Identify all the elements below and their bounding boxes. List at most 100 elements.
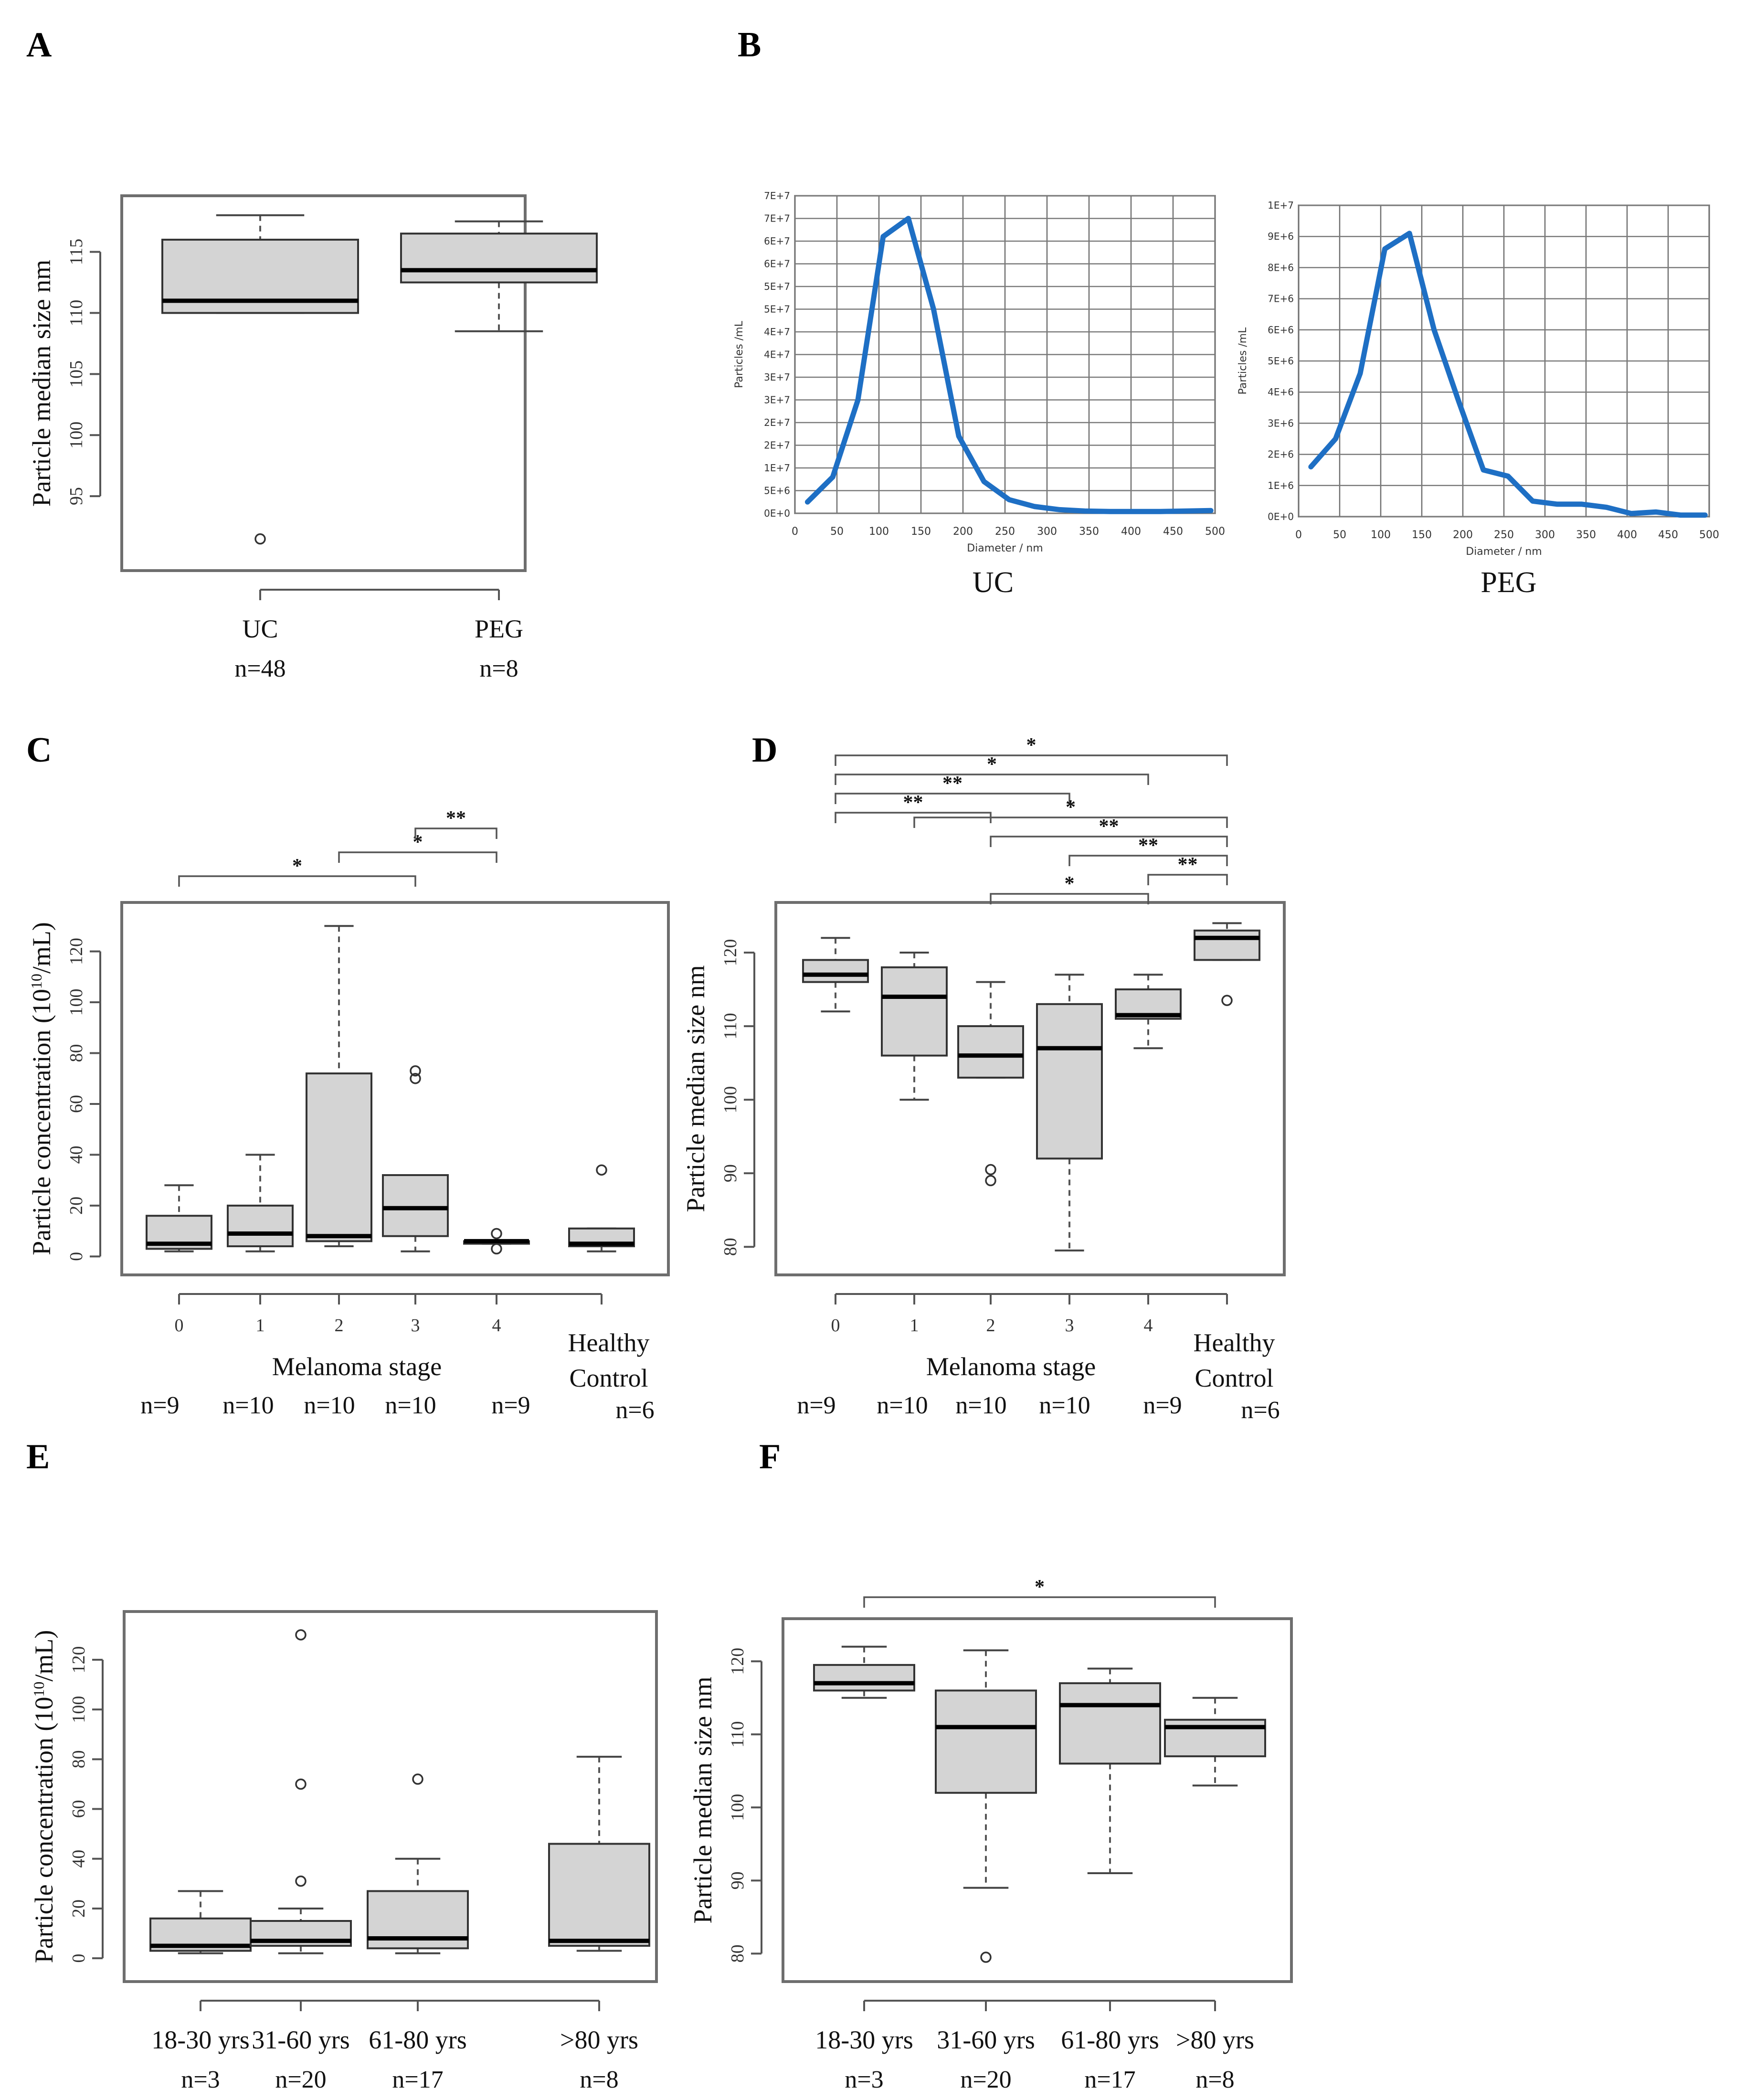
y-tick-label: 120: [66, 938, 86, 965]
significance-star: **: [1138, 835, 1158, 857]
x-tick-label: 300: [1037, 526, 1057, 538]
significance-bracket: *: [338, 831, 497, 863]
n-label: n=48: [234, 655, 286, 682]
bracket-line: [178, 875, 416, 887]
box-iqr: [548, 1843, 650, 1947]
significance-bracket: *: [178, 855, 416, 887]
significance-bracket: **: [414, 807, 497, 839]
box-2: [1059, 1667, 1161, 1875]
outlier-point: [295, 1875, 307, 1887]
y-tick-label: 100: [69, 1696, 89, 1723]
x-tick-label: Healthy Control: [1194, 1328, 1275, 1392]
x-tick-label: 350: [1079, 526, 1099, 538]
box-iqr: [1036, 1003, 1103, 1160]
y-axis-title-exponent: 10: [30, 1682, 47, 1697]
x-tick-label: 350: [1576, 529, 1596, 541]
outlier-point: [295, 1629, 307, 1641]
box-0: [161, 214, 359, 545]
significance-star: **: [903, 792, 923, 814]
x-tick-label: >80 yrs: [1176, 2026, 1254, 2054]
box-1: [881, 952, 948, 1101]
bracket-line: [835, 754, 1228, 766]
box-2: [306, 925, 372, 1248]
y-axis-title: Particle concentration (1010/mL): [27, 922, 56, 1255]
y-tick-label: 100: [728, 1794, 748, 1821]
n-label: n=10: [385, 1392, 436, 1419]
outlier-point: [295, 1778, 307, 1790]
significance-star: *: [292, 855, 302, 877]
significance-star: *: [1035, 1576, 1045, 1598]
y-tick-label: 80: [66, 1044, 86, 1062]
n-label: n=17: [1084, 2066, 1135, 2093]
significance-star: **: [942, 773, 962, 795]
x-tick-label: 100: [869, 526, 889, 538]
significance-star: **: [1099, 816, 1119, 838]
n-label: n=20: [275, 2066, 326, 2093]
significance-bracket: *: [863, 1576, 1216, 1608]
y-tick-label: 115: [66, 239, 86, 265]
outlier-point: [596, 1164, 607, 1176]
x-tick-label: 400: [1617, 529, 1637, 541]
x-tick-label: 31-60 yrs: [937, 2026, 1035, 2054]
y-tick-label: 3E+6: [1268, 417, 1294, 429]
panel-label-b: B: [738, 25, 761, 64]
box-3: [548, 1756, 650, 1952]
x-tick-label: 200: [953, 526, 973, 538]
x-tick-label: 61-80 yrs: [369, 2026, 466, 2054]
n-label: n=8: [1195, 2066, 1234, 2093]
panel-label-f: F: [759, 1437, 781, 1476]
y-tick-label: 4E+6: [1268, 386, 1294, 398]
significance-star: *: [413, 831, 423, 853]
n-label: n=10: [222, 1392, 274, 1419]
y-tick-label: 2E+7: [764, 440, 790, 451]
box-iqr: [935, 1689, 1037, 1794]
y-tick-label: 90: [728, 1871, 748, 1889]
box-iqr: [802, 959, 869, 983]
panel-e-chart: 0 20 40 60 80 100 120 Particle concentration (1…: [30, 1610, 658, 2093]
panel-d-chart: 80 90 100 110 120 Particle median size nm 0 1 2 3…: [681, 734, 1286, 1424]
y-tick-label: 60: [69, 1800, 89, 1818]
x-tick-label: 61-80 yrs: [1061, 2026, 1159, 2054]
box-iqr: [813, 1664, 915, 1692]
x-tick-label: 3: [1065, 1315, 1074, 1336]
box-2: [367, 1773, 469, 1954]
n-label: n=3: [181, 2066, 220, 2093]
box-4: [1115, 974, 1182, 1050]
n-label: n=9: [140, 1392, 179, 1419]
box-iqr: [1194, 929, 1260, 961]
significance-bracket: *: [835, 753, 1149, 785]
y-tick-label: 6E+7: [764, 235, 790, 247]
distribution-line: [1308, 231, 1708, 518]
significance-bracket: **: [835, 773, 1070, 804]
y-axis-title: Particle median size nm: [681, 965, 710, 1212]
y-tick-label: 4E+7: [764, 326, 790, 338]
chart-title: UC: [973, 566, 1014, 599]
box-5: [568, 1164, 635, 1252]
panel-a-chart: 95 100 105 110 115 Particle median size nm UC P…: [27, 194, 598, 682]
y-tick-label: 3E+7: [764, 371, 790, 383]
x-tick-label: 250: [1494, 529, 1514, 541]
box-1: [227, 1154, 294, 1252]
x-axis-title: Melanoma stage: [272, 1352, 442, 1381]
outlier-point: [980, 1952, 992, 1963]
y-axis-title-unit: /mL): [27, 922, 56, 974]
significance-bracket: *: [835, 734, 1228, 766]
y-tick-label: 2E+7: [764, 417, 790, 428]
significance-bracket: **: [1147, 854, 1228, 885]
y-tick-label: 7E+7: [764, 213, 790, 224]
x-tick-label: PEG: [475, 615, 523, 643]
x-tick-label: Healthy Control: [568, 1328, 650, 1392]
y-tick-label: 7E+6: [1268, 293, 1294, 305]
x-tick-label: 300: [1535, 529, 1555, 541]
bracket-line: [835, 774, 1149, 785]
x-tick-label: 4: [1144, 1315, 1153, 1336]
y-axis-title-main: Particle concentration (10: [30, 1697, 58, 1963]
box-1: [250, 1629, 352, 1954]
x-tick-label: 0: [175, 1315, 184, 1336]
bracket-line: [1068, 855, 1228, 866]
y-tick-label: 100: [720, 1086, 740, 1114]
x-tick-label: 4: [492, 1315, 501, 1336]
x-tick-label: 0: [831, 1315, 840, 1336]
